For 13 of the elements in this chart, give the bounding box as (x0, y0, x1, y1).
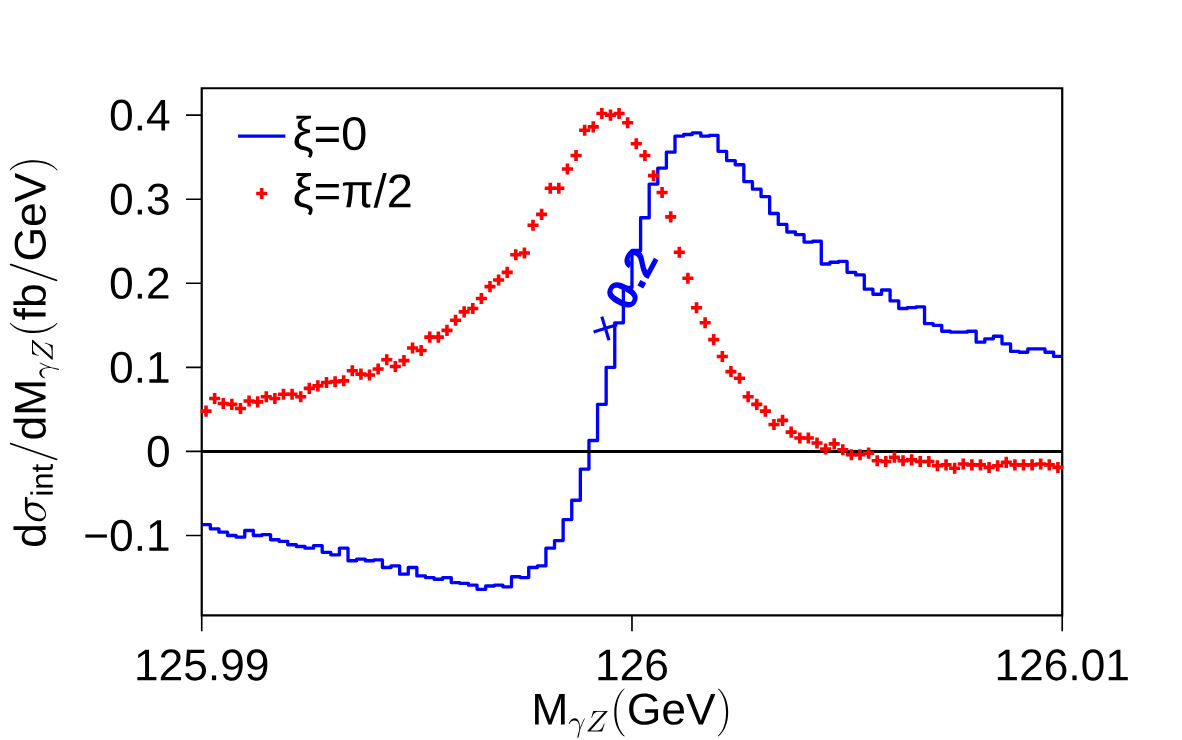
y-tick-label: 0.1 (110, 351, 169, 384)
x-tick-label: 125.99 (137, 649, 268, 681)
y-tick-label: 0.2 (110, 267, 169, 300)
legend-label: ξ=π/2 (294, 173, 411, 216)
y-tick-label: 0 (147, 435, 169, 468)
y-tick-label: −0.1 (85, 519, 169, 552)
x-axis-title: $\mathrm{M}_{\gamma Z}\mathrm{(GeV)}$ (535, 688, 729, 739)
legend-label: ξ=0 (294, 115, 366, 158)
y-axis-title: $\mathrm{d}\sigma_{\mathrm{int}}/\mathrm{dM}_{\gamma Z}\mathrm{(fb/GeV)}$ (9, 160, 60, 547)
y-tick-label: 0.4 (110, 99, 170, 131)
x-tick-label: 126.01 (997, 649, 1128, 681)
x-tick-label: 126 (598, 649, 667, 681)
y-tick-label: 0.3 (110, 183, 169, 215)
